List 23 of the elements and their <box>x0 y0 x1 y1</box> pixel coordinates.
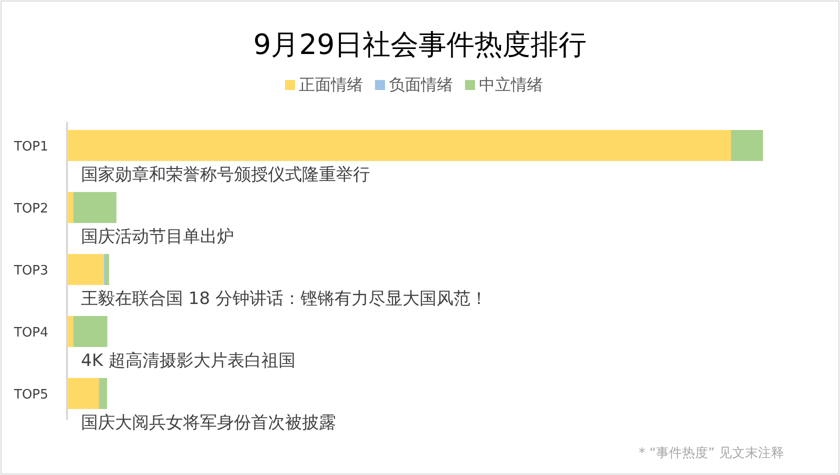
legend-label: 正面情绪 <box>299 75 363 94</box>
bar <box>104 254 110 285</box>
bar <box>67 254 104 285</box>
bar <box>100 378 108 409</box>
annotation: 国家勋章和荣誉称号颁授仪式隆重举行 <box>81 165 370 185</box>
annotation: 4K 超高清摄影大片表白祖国 <box>81 351 296 371</box>
bar <box>73 316 108 347</box>
bar <box>67 378 100 409</box>
bar <box>73 192 116 223</box>
legend-label: 中立情绪 <box>479 75 543 94</box>
y-tick-label: TOP4 <box>13 326 48 340</box>
text: * “事件热度” 见文末注释 <box>638 445 784 461</box>
chart-title: 9月29日社会事件热度排行 <box>253 28 587 61</box>
annotation: 国庆活动节目单出炉 <box>81 227 234 247</box>
bar <box>730 130 763 161</box>
y-tick-label: TOP2 <box>13 202 48 216</box>
annotation: 国庆大阅兵女将军身份首次被披露 <box>81 413 336 433</box>
y-tick-label: TOP3 <box>13 264 48 278</box>
annotation: 王毅在联合国 18 分钟讲话：铿锵有力尽显大国风范！ <box>81 289 488 309</box>
legend-label: 负面情绪 <box>389 75 453 94</box>
y-tick-label: TOP1 <box>13 140 48 154</box>
y-tick-label: TOP5 <box>13 388 48 402</box>
bar <box>67 130 731 161</box>
